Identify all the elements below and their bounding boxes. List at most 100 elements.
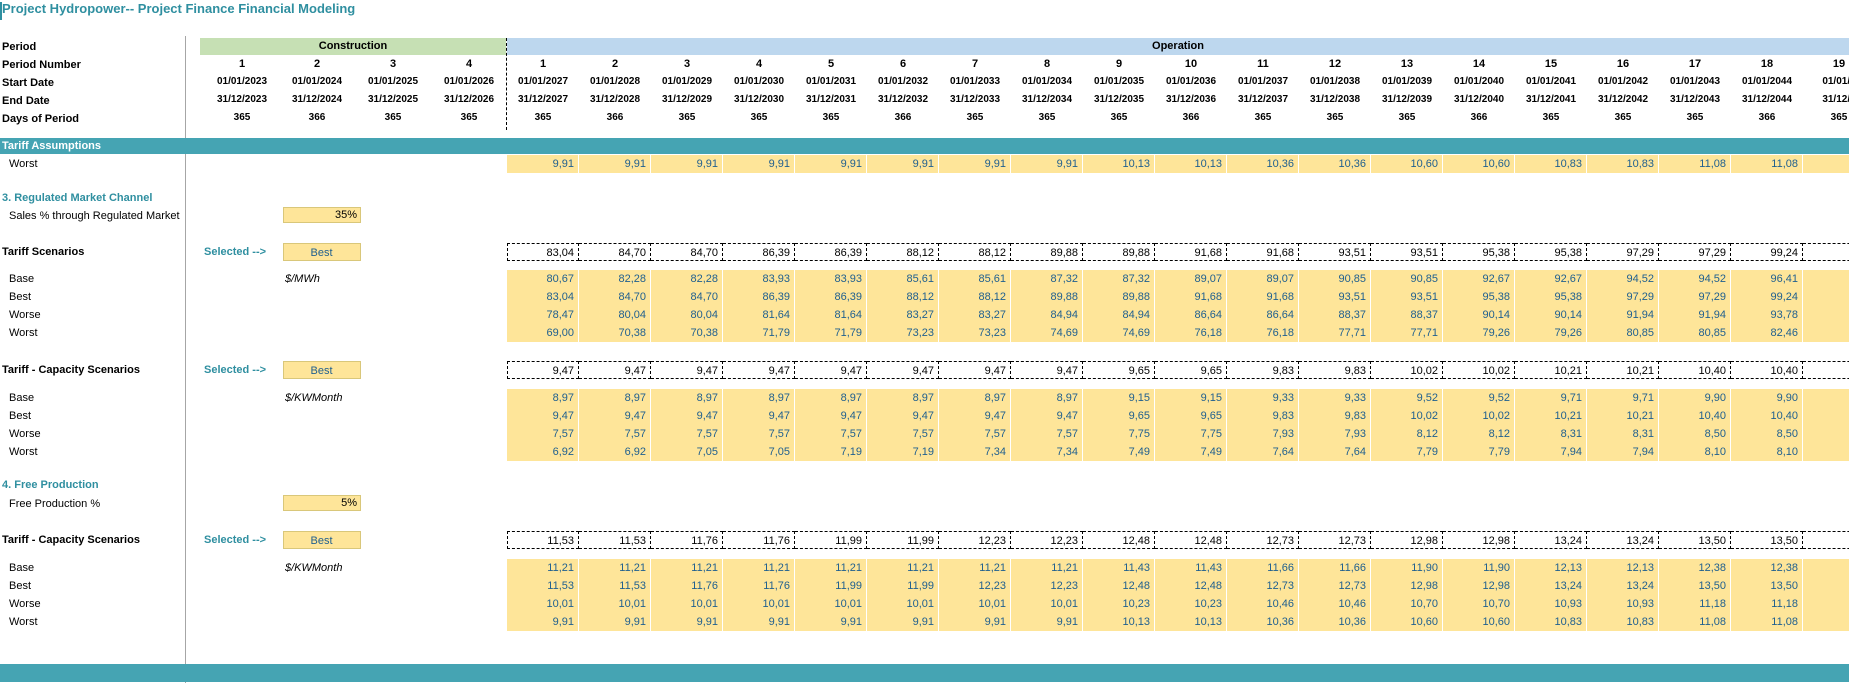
tariff-value-cell[interactable]: 82,28 [579, 270, 651, 288]
capacity-value-cell[interactable]: 7,57 [795, 425, 867, 443]
tariff-value-cell[interactable]: 87,32 [1083, 270, 1155, 288]
tariff-value-cell[interactable]: 87,32 [1011, 270, 1083, 288]
tariff-value-cell[interactable]: 80,04 [651, 306, 723, 324]
capacity-value-cell[interactable]: 10,36 [1299, 613, 1371, 631]
tariff-value-cell[interactable]: 89,07 [1155, 270, 1227, 288]
capacity-value-cell[interactable]: 9,47 [651, 407, 723, 425]
capacity-value-cell[interactable]: 8,97 [723, 389, 795, 407]
capacity-value-cell[interactable]: 10,13 [1083, 613, 1155, 631]
tariff-value-cell[interactable]: 95,38 [1443, 288, 1515, 306]
tariff-value-cell[interactable]: 84,94 [1011, 306, 1083, 324]
tariff-value-cell[interactable]: 99,24 [1731, 288, 1803, 306]
capacity-value-cell[interactable]: 7,57 [723, 425, 795, 443]
tariff-value-cell[interactable]: 90,85 [1299, 270, 1371, 288]
tariff-value-cell[interactable]: 97,29 [1587, 288, 1659, 306]
capacity-value-cell[interactable]: 8,97 [939, 389, 1011, 407]
tariff-value-cell[interactable]: 93 [1803, 306, 1849, 324]
tariff-value-cell[interactable]: 74,69 [1011, 324, 1083, 342]
tariff-value-cell[interactable]: 88,37 [1299, 306, 1371, 324]
tariff-value-cell[interactable]: 69,00 [507, 324, 579, 342]
capacity-value-cell[interactable]: 10,13 [1155, 613, 1227, 631]
capacity-value-cell[interactable]: 7,75 [1083, 425, 1155, 443]
capacity-value-cell[interactable]: 12,73 [1299, 577, 1371, 595]
capacity-value-cell[interactable]: 11,53 [507, 577, 579, 595]
capacity-value-cell[interactable]: 8,97 [795, 389, 867, 407]
capacity-value-cell[interactable]: 11,08 [1731, 613, 1803, 631]
capacity-value-cell[interactable]: 7,79 [1371, 443, 1443, 461]
tariff-value-cell[interactable]: 71,79 [795, 324, 867, 342]
tariff-value-cell[interactable]: 95,38 [1515, 288, 1587, 306]
worst-value-cell[interactable]: 10,83 [1515, 155, 1587, 173]
tariff-value-cell[interactable]: 90,14 [1443, 306, 1515, 324]
worst-value-cell[interactable]: 9,91 [1011, 155, 1083, 173]
capacity-value-cell[interactable]: 13,24 [1515, 577, 1587, 595]
worst-value-cell[interactable]: 10,83 [1587, 155, 1659, 173]
capacity-value-cell[interactable]: 12,98 [1443, 577, 1515, 595]
capacity-value-cell[interactable]: 9,90 [1731, 389, 1803, 407]
tariff-value-cell[interactable]: 91,68 [1155, 288, 1227, 306]
tariff-value-cell[interactable]: 85,61 [939, 270, 1011, 288]
tariff-value-cell[interactable]: 86,64 [1227, 306, 1299, 324]
capacity-value-cell[interactable]: 12,48 [1155, 577, 1227, 595]
capacity-value-cell[interactable]: 11,18 [1731, 595, 1803, 613]
tariff-value-cell[interactable]: 79,26 [1515, 324, 1587, 342]
capacity-value-cell[interactable]: 10,01 [651, 595, 723, 613]
capacity-value-cell[interactable]: 10,40 [1659, 407, 1731, 425]
capacity-value-cell[interactable]: 8,97 [867, 389, 939, 407]
capacity-value-cell[interactable]: 11,76 [651, 577, 723, 595]
worst-value-cell[interactable]: 11 [1803, 155, 1849, 173]
tariff-value-cell[interactable]: 78,47 [507, 306, 579, 324]
tariff-value-cell[interactable]: 88,37 [1371, 306, 1443, 324]
tariff-value-cell[interactable]: 86,39 [723, 288, 795, 306]
free-production-input[interactable]: 5% [283, 495, 361, 511]
tariff-value-cell[interactable]: 94,52 [1659, 270, 1731, 288]
tariff-scenario-selector[interactable]: Best [283, 243, 361, 261]
capacity-value-cell[interactable]: 9,15 [1155, 389, 1227, 407]
capacity-value-cell[interactable]: 9,91 [867, 613, 939, 631]
capacity-value-cell[interactable]: 7,94 [1587, 443, 1659, 461]
tariff-value-cell[interactable]: 80,04 [579, 306, 651, 324]
tariff-value-cell[interactable]: 81,64 [795, 306, 867, 324]
capacity-value-cell[interactable]: 9,47 [1011, 407, 1083, 425]
tariff-value-cell[interactable]: 81,64 [723, 306, 795, 324]
capacity-value-cell[interactable]: 8,97 [1011, 389, 1083, 407]
capacity-value-cell[interactable]: 11,66 [1227, 559, 1299, 577]
tariff-value-cell[interactable]: 79,26 [1443, 324, 1515, 342]
tariff-value-cell[interactable]: 91,68 [1227, 288, 1299, 306]
tariff-value-cell[interactable]: 84,70 [579, 288, 651, 306]
capacity-value-cell[interactable]: 10,01 [867, 595, 939, 613]
capacity-value-cell[interactable]: 10,01 [795, 595, 867, 613]
capacity-value-cell[interactable]: 7,75 [1155, 425, 1227, 443]
capacity-value-cell[interactable]: 7,93 [1299, 425, 1371, 443]
capacity-value-cell[interactable]: 9,47 [867, 407, 939, 425]
capacity-value-cell[interactable]: 7,94 [1515, 443, 1587, 461]
worst-value-cell[interactable]: 9,91 [795, 155, 867, 173]
capacity-value-cell[interactable]: 10,83 [1515, 613, 1587, 631]
capacity-value-cell[interactable]: 7,05 [723, 443, 795, 461]
tariff-value-cell[interactable]: 99 [1803, 288, 1849, 306]
capacity-scenario-selector-2[interactable]: Best [283, 531, 361, 549]
tariff-value-cell[interactable]: 77,71 [1371, 324, 1443, 342]
capacity-value-cell[interactable]: 7,57 [579, 425, 651, 443]
capacity-value-cell[interactable]: 12,13 [1515, 559, 1587, 577]
tariff-value-cell[interactable]: 88,12 [939, 288, 1011, 306]
worst-value-cell[interactable]: 11,08 [1659, 155, 1731, 173]
capacity-value-cell[interactable]: 10,01 [1011, 595, 1083, 613]
tariff-value-cell[interactable]: 84,94 [1083, 306, 1155, 324]
tariff-value-cell[interactable]: 90,14 [1515, 306, 1587, 324]
capacity-value-cell[interactable]: 10,70 [1371, 595, 1443, 613]
capacity-value-cell[interactable]: 10,36 [1227, 613, 1299, 631]
capacity-value-cell[interactable]: 11,43 [1083, 559, 1155, 577]
capacity-value-cell[interactable]: 7,57 [939, 425, 1011, 443]
capacity-value-cell[interactable]: 11,21 [867, 559, 939, 577]
capacity-value-cell[interactable]: 12,73 [1227, 577, 1299, 595]
worst-value-cell[interactable]: 9,91 [507, 155, 579, 173]
capacity-scenario-selector[interactable]: Best [283, 361, 361, 379]
capacity-value-cell[interactable]: 7,57 [1011, 425, 1083, 443]
capacity-value-cell[interactable]: 9,91 [651, 613, 723, 631]
capacity-value-cell[interactable]: 13,50 [1731, 577, 1803, 595]
capacity-value-cell[interactable]: 9,33 [1299, 389, 1371, 407]
capacity-value-cell[interactable]: 11,99 [795, 577, 867, 595]
capacity-value-cell[interactable]: 9,15 [1083, 389, 1155, 407]
capacity-value-cell[interactable]: 9,47 [579, 407, 651, 425]
